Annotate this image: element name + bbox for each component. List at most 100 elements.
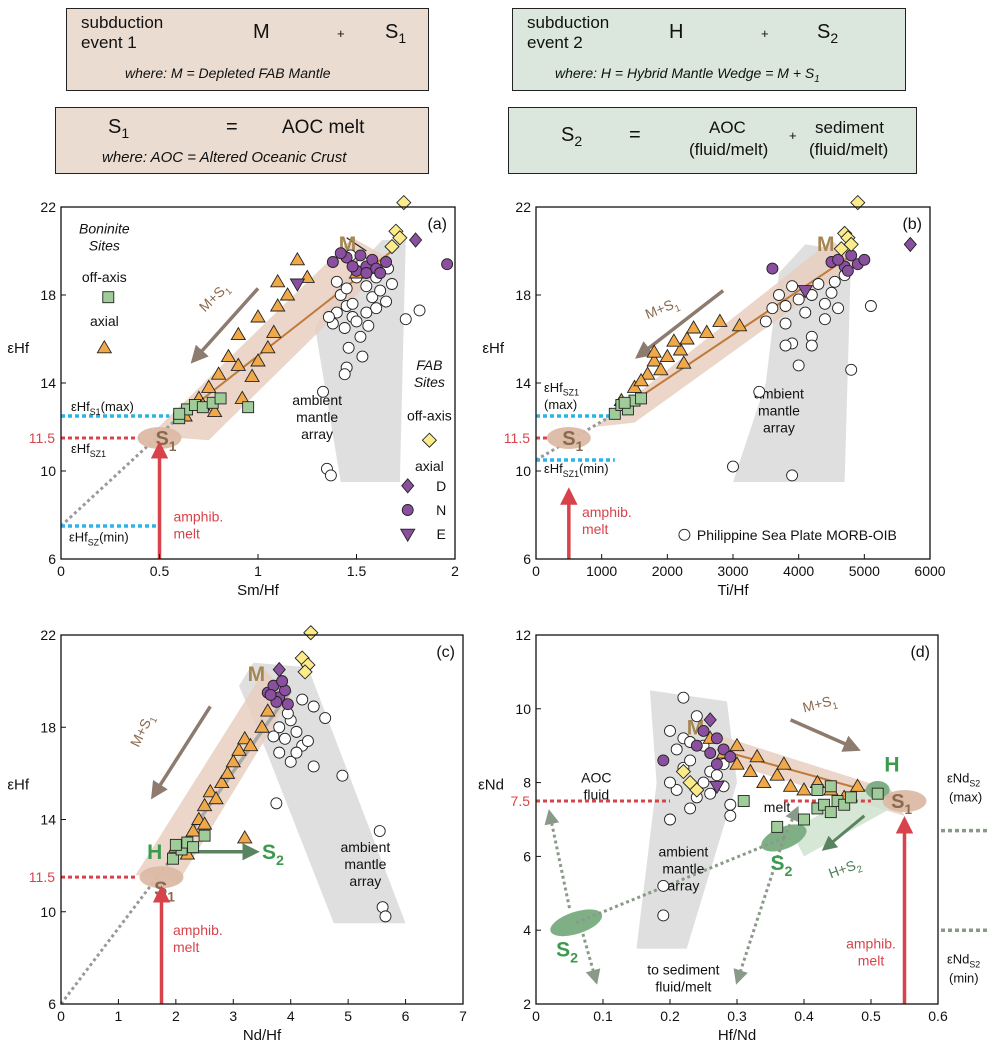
data-point [317,385,329,398]
melt-label: melt [173,526,200,542]
data-point [727,460,739,473]
legend-e: E [437,526,446,542]
data-point [303,625,319,641]
data-point [279,287,296,301]
data-point [289,278,306,292]
series-fab-off-axis [675,763,705,798]
data-point [818,297,831,310]
data-point [742,763,759,777]
data-point [236,730,253,745]
data-point [792,359,805,372]
data-point [729,737,745,752]
data-point [254,719,270,733]
series-fab-axial-d [903,236,917,253]
data-point [374,284,387,297]
data-point [657,879,670,892]
value-7-5: 7.5 [511,793,531,809]
s1-box: S1 = AOC melt where: AOC = Altered Ocean… [55,107,429,174]
data-point [220,348,237,363]
series-boninite-off-axis [102,291,255,425]
event2-where: where: H = Hybrid Mantle Wedge = M + S1 [555,65,820,85]
ehf-sz1-max-tail: (max) [544,397,577,412]
legend-fab-title1: FAB [416,357,442,373]
event2-plus: + [761,26,769,41]
data-point [269,298,286,312]
x-tick-label: 1.5 [347,563,367,579]
data-point [703,712,717,728]
legend-morb-oib-marker [678,528,691,541]
data-point [167,852,179,865]
data-point [346,297,359,310]
data-point [697,776,710,789]
series-fab-off-axis [294,625,319,680]
data-point [799,306,812,319]
x-tick-label: 3000 [717,563,748,579]
panel-a: S1amphib.meltM+S1MεHfS1(max)εHfSZ1εHfSZ(… [7,194,459,599]
data-point [773,289,785,301]
series-fab-axial-e [709,780,725,795]
m-label: M [248,663,266,686]
legend-n-marker [401,504,414,516]
data-point [354,330,367,343]
data-point [664,813,676,826]
value-11-5: 11.5 [504,430,530,446]
x-tick-label: 1 [254,563,262,579]
end-s2-min-label: εNdS2 [947,951,980,969]
data-point [214,774,230,789]
series-philippine-sea-plate-morb-oib [727,269,877,482]
ehf-s1-max-label: εHfS1(max) [71,399,134,417]
data-point [202,783,219,798]
data-point [657,909,670,922]
array-text-3: array [301,426,333,442]
to-sediment-arrow-left [581,933,601,985]
y-tick-label: 22 [40,199,56,215]
data-point [373,825,386,837]
series-fab-axial-n [326,247,454,279]
data-point [350,315,363,328]
data-point [374,267,387,279]
y-tick-label: 4 [523,922,531,938]
data-point [697,724,710,737]
legend-fab-title2: Sites [414,374,445,390]
s2-aoc: AOC [709,118,746,137]
series-fab-axial-n [657,724,737,771]
x-tick-label: 0.6 [928,1008,948,1024]
data-point [659,348,676,363]
array-text-2: mantle [758,402,800,418]
panel-label: (a) [427,216,447,233]
data-point [290,725,303,738]
data-point [379,910,392,923]
data-point [244,368,260,382]
data-point [675,355,692,369]
data-point [231,742,247,756]
data-point [677,691,690,704]
data-point [850,194,866,211]
legend-d-marker [401,478,415,494]
x-tick-label: 3 [229,1008,237,1024]
data-point [96,339,113,354]
s2-plus: + [789,128,797,143]
h-s2-arrow [821,814,866,851]
series-fab-axial-d [409,232,423,248]
y-tick-label: 10 [515,463,531,479]
data-point [724,750,737,763]
y-tick-label: 14 [40,812,56,828]
array-text-2: mantle [662,860,704,876]
y-tick-label: 10 [40,904,56,920]
x-axis-label: Sm/Hf [237,582,280,599]
panel-c: S1amphib.meltM+S1MHS2ambientmantlearray0… [7,625,467,1040]
sediment-label-2: fluid/melt [655,978,711,994]
data-point [698,324,715,338]
melt-label-mid: melt [764,799,791,815]
end-s2-max-label: εNdS2 [947,771,980,789]
y-tick-label: 8 [523,775,531,791]
end-s2-max-tail: (max) [949,790,982,805]
data-point [273,721,286,734]
data-point [360,306,373,319]
x-axis-label: Hf/Nd [718,1027,756,1040]
trend-label: M+S1 [127,711,160,751]
data-point [724,798,737,811]
mixing-trend-band [135,669,291,882]
array-text-1: ambient [658,843,708,859]
data-point [626,379,643,393]
